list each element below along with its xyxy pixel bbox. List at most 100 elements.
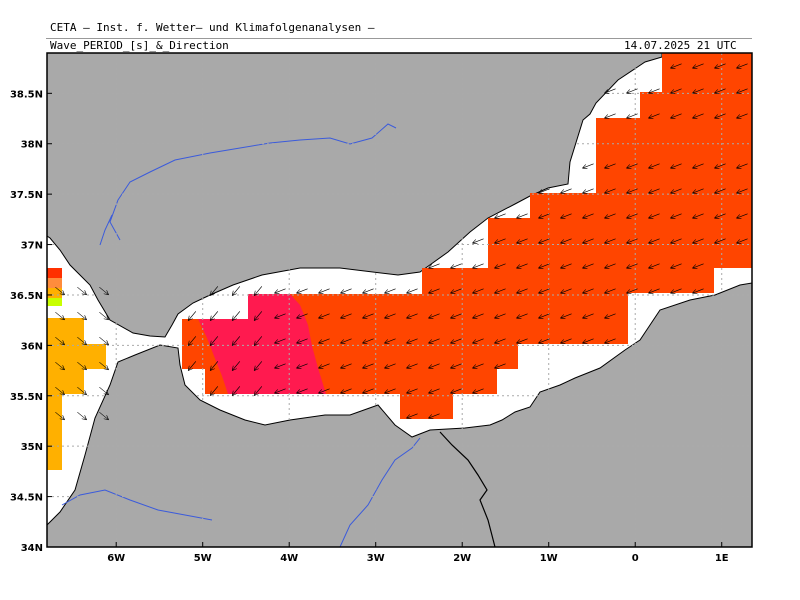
direction-arrow <box>648 263 660 269</box>
direction-arrow <box>318 388 330 394</box>
direction-arrow <box>626 88 638 94</box>
direction-arrow <box>296 338 308 344</box>
direction-arrow <box>494 238 506 244</box>
ytick-label: 34N <box>21 543 43 554</box>
direction-arrow <box>714 163 726 169</box>
map-frame <box>46 52 753 548</box>
direction-arrow <box>516 288 528 294</box>
direction-arrow <box>406 288 418 294</box>
direction-arrow <box>516 238 528 244</box>
direction-arrow <box>648 88 660 94</box>
direction-arrow <box>692 213 704 219</box>
direction-arrow <box>494 313 506 319</box>
direction-arrow <box>362 288 374 294</box>
direction-arrow <box>99 311 109 321</box>
direction-arrow <box>670 263 682 269</box>
direction-arrow <box>648 238 660 244</box>
direction-arrow <box>538 338 550 344</box>
iberia-land <box>47 53 663 338</box>
direction-arrow <box>604 163 616 169</box>
land-areas <box>47 53 752 547</box>
direction-arrow <box>670 63 682 69</box>
ytick-label: 37.5N <box>10 190 43 201</box>
river-moulouya <box>339 437 421 547</box>
direction-arrow <box>560 313 572 319</box>
direction-arrow <box>626 188 638 194</box>
direction-arrow <box>538 238 550 244</box>
direction-arrow <box>428 338 440 344</box>
direction-arrow <box>560 213 572 219</box>
patch-east-alboran <box>182 53 752 419</box>
patch-red-strip <box>47 268 62 278</box>
direction-arrow <box>428 413 440 419</box>
direction-arrow <box>516 213 528 219</box>
direction-arrow <box>604 88 616 94</box>
direction-arrow <box>428 388 440 394</box>
direction-arrow <box>692 63 704 69</box>
patch-orange-strip <box>47 278 62 288</box>
direction-arrow <box>450 263 462 269</box>
direction-arrow <box>253 311 263 321</box>
direction-arrow <box>560 238 572 244</box>
direction-arrow <box>318 313 330 319</box>
direction-arrow <box>670 213 682 219</box>
direction-arrow <box>77 286 87 296</box>
direction-arrow <box>494 338 506 344</box>
direction-arrow <box>406 413 418 419</box>
xtick-label: 0 <box>632 553 639 564</box>
ytick-label: 37N <box>21 241 43 252</box>
direction-arrow <box>582 263 594 269</box>
direction-arrow <box>516 313 528 319</box>
direction-arrow <box>692 163 704 169</box>
direction-arrow <box>604 213 616 219</box>
ytick-label: 34.5N <box>10 493 43 504</box>
direction-arrow <box>692 113 704 119</box>
direction-arrow <box>692 263 704 269</box>
direction-arrow <box>450 288 462 294</box>
direction-arrow <box>340 288 352 294</box>
direction-arrow <box>406 363 418 369</box>
direction-arrow <box>340 363 352 369</box>
xtick-label: 4W <box>280 553 298 564</box>
direction-arrow <box>626 238 638 244</box>
direction-arrow <box>209 311 219 321</box>
direction-arrow <box>582 313 594 319</box>
direction-arrow <box>670 163 682 169</box>
direction-arrow <box>187 361 197 371</box>
direction-arrow <box>318 288 330 294</box>
direction-arrow <box>582 213 594 219</box>
direction-arrow <box>714 188 726 194</box>
direction-arrow <box>274 288 286 294</box>
direction-arrow <box>736 163 748 169</box>
direction-arrow <box>692 88 704 94</box>
direction-arrow <box>362 363 374 369</box>
direction-arrow <box>253 386 263 396</box>
direction-arrow <box>318 338 330 344</box>
direction-arrow <box>231 336 241 346</box>
direction-arrow <box>582 188 594 194</box>
direction-arrow <box>494 213 506 219</box>
direction-arrow <box>604 338 616 344</box>
direction-arrow <box>648 188 660 194</box>
direction-arrow <box>99 386 109 396</box>
direction-arrow <box>538 313 550 319</box>
direction-arrow <box>55 386 65 396</box>
direction-arrow <box>55 286 65 296</box>
direction-arrow <box>99 286 109 296</box>
direction-arrow <box>296 388 308 394</box>
direction-arrow <box>670 288 682 294</box>
direction-arrow <box>494 263 506 269</box>
direction-arrow <box>516 338 528 344</box>
direction-arrow <box>582 338 594 344</box>
direction-arrow <box>714 213 726 219</box>
direction-arrow <box>692 188 704 194</box>
valid-time: 14.07.2025 21 UTC <box>624 39 737 52</box>
direction-arrow <box>560 338 572 344</box>
direction-arrow <box>472 238 484 244</box>
direction-arrow <box>406 313 418 319</box>
direction-arrow <box>604 113 616 119</box>
direction-arrow <box>626 263 638 269</box>
parameter-title: Wave_PERIOD_[s]_&_Direction <box>50 39 229 52</box>
direction-arrow <box>582 163 594 169</box>
direction-arrow <box>296 288 308 294</box>
